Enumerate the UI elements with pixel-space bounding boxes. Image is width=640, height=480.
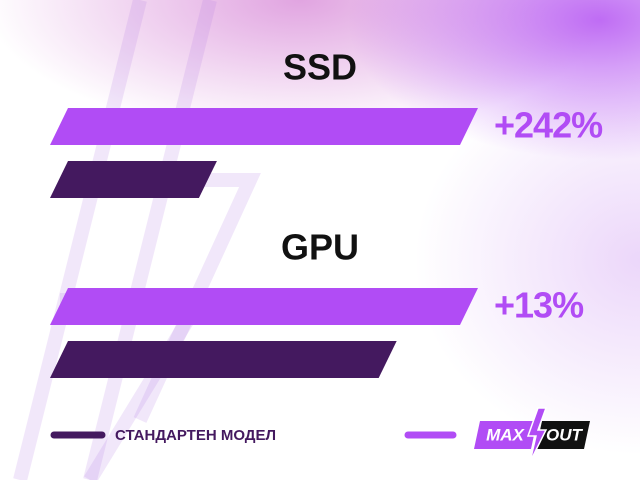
legend-logo: MAX bbox=[486, 425, 525, 444]
bar bbox=[50, 108, 478, 145]
legend-logo: OUT bbox=[546, 425, 584, 444]
bar bbox=[50, 161, 217, 198]
category-title: SSD bbox=[283, 47, 357, 88]
increase-label: +13% bbox=[494, 285, 584, 326]
logo-box bbox=[536, 421, 590, 449]
increase-label: +242% bbox=[494, 105, 603, 146]
category-title: GPU bbox=[281, 227, 359, 268]
logo-bolt bbox=[526, 407, 548, 463]
logo-box bbox=[474, 421, 537, 449]
bar bbox=[50, 341, 397, 378]
bar bbox=[50, 288, 478, 325]
legend-label: СТАНДАРТЕН МОДЕЛ bbox=[115, 427, 276, 444]
decor-stripes bbox=[13, 0, 261, 480]
